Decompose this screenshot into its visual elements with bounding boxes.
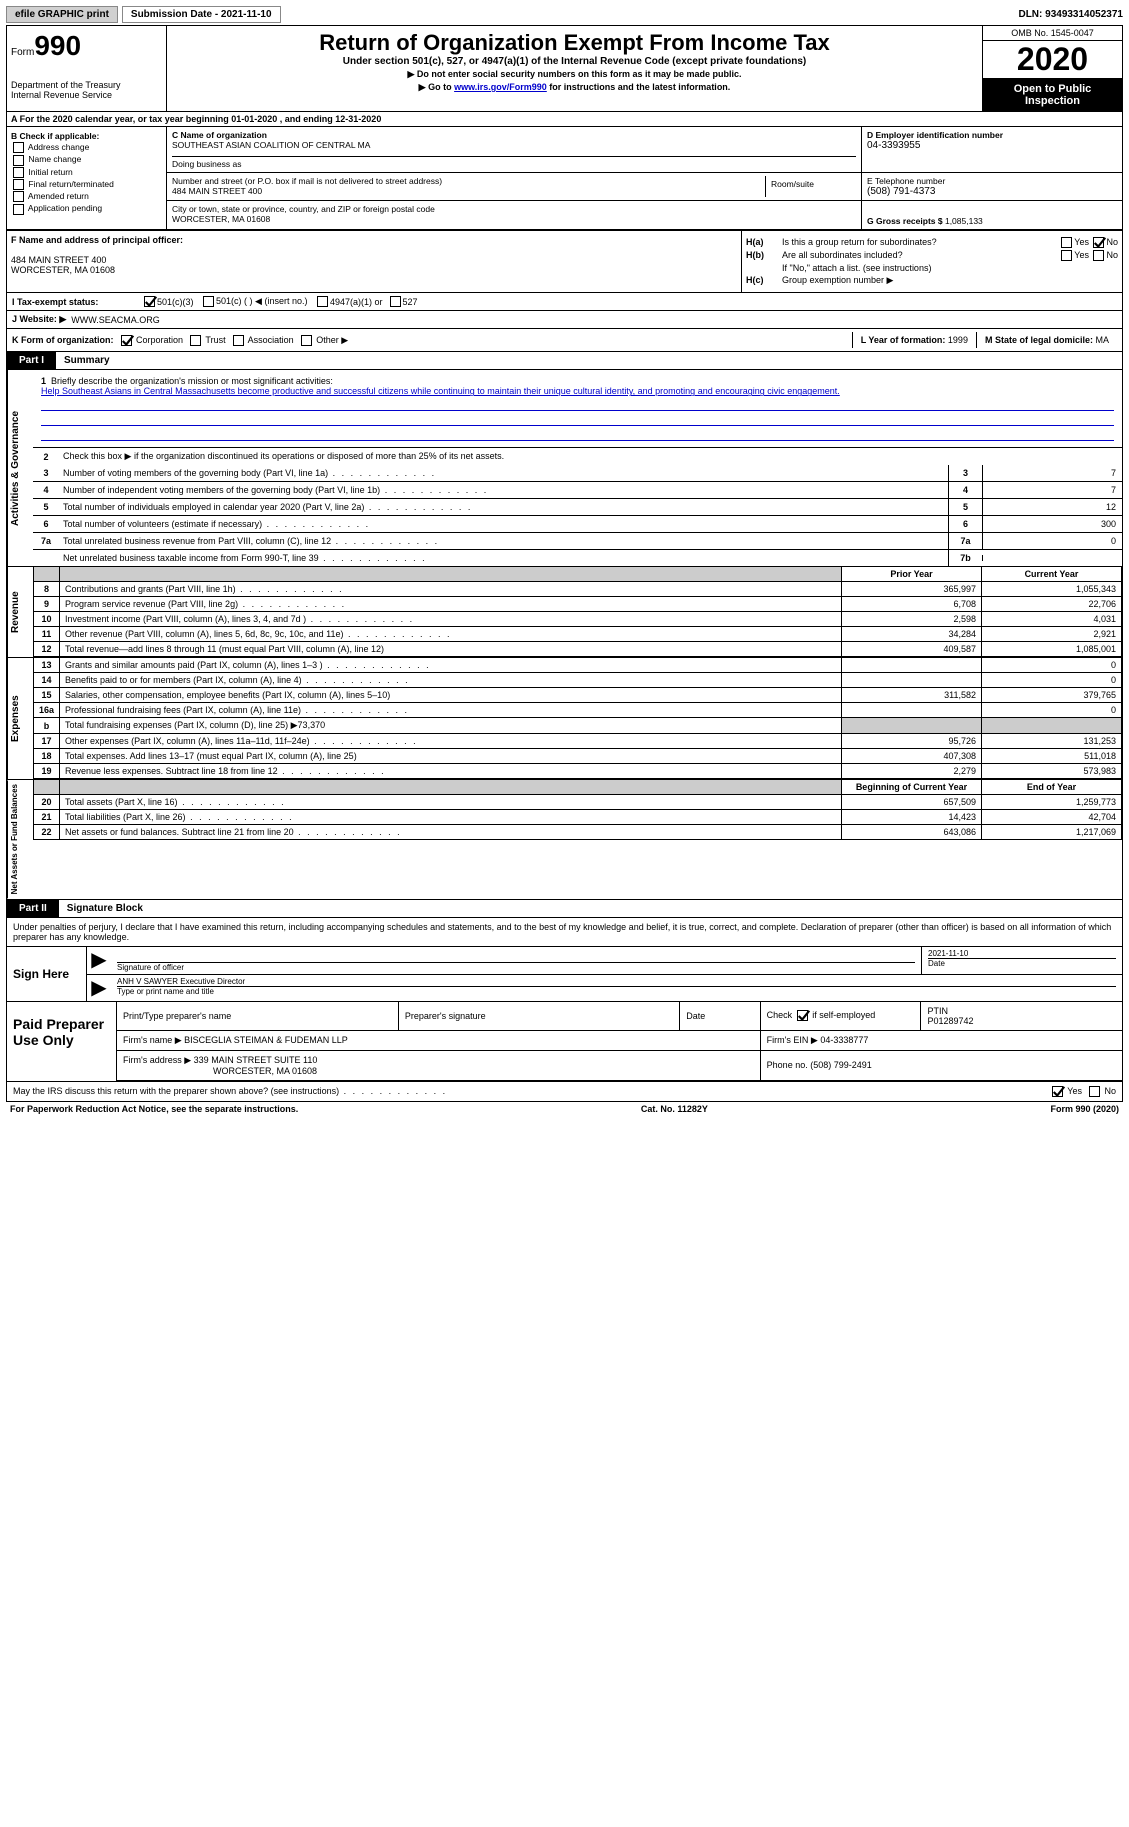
form-subtitle-1: Under section 501(c), 527, or 4947(a)(1)… bbox=[171, 56, 978, 67]
year-formation: 1999 bbox=[948, 335, 968, 345]
f-label: F Name and address of principal officer: bbox=[11, 235, 737, 245]
org-name: SOUTHEAST ASIAN COALITION OF CENTRAL MA bbox=[172, 140, 856, 150]
sig-intro: Under penalties of perjury, I declare th… bbox=[6, 918, 1123, 947]
sig-name: ANH V SAWYER Executive Director bbox=[117, 977, 1116, 987]
form-number: 990 bbox=[34, 30, 81, 61]
q2-text: Check this box ▶ if the organization dis… bbox=[59, 448, 1122, 465]
i-label: I Tax-exempt status: bbox=[12, 297, 142, 307]
netassets-table: Beginning of Current YearEnd of Year 20T… bbox=[33, 780, 1122, 840]
form-word: Form bbox=[11, 47, 34, 58]
part-2-title: Signature Block bbox=[59, 900, 151, 917]
j-label: J Website: ▶ bbox=[12, 314, 66, 325]
sig-officer-label: Signature of officer bbox=[117, 963, 915, 972]
line-3-val: 7 bbox=[982, 465, 1122, 481]
telephone: (508) 791-4373 bbox=[867, 186, 1117, 197]
sig-date-label: Date bbox=[928, 959, 1116, 968]
form-title: Return of Organization Exempt From Incom… bbox=[171, 30, 978, 56]
dln: DLN: 93493314052371 bbox=[1018, 9, 1123, 20]
row-a-period: A For the 2020 calendar year, or tax yea… bbox=[6, 111, 1123, 127]
c-name-label: C Name of organization bbox=[172, 130, 856, 140]
line-7a-val: 0 bbox=[982, 533, 1122, 549]
gross-label: G Gross receipts $ bbox=[867, 216, 943, 226]
firm-phone: (508) 799-2491 bbox=[810, 1060, 872, 1070]
line-6-val: 300 bbox=[982, 516, 1122, 532]
tel-label: E Telephone number bbox=[867, 176, 1117, 186]
part-1-title: Summary bbox=[56, 352, 118, 369]
line-7b-val bbox=[982, 555, 1122, 561]
revenue-table: Prior YearCurrent Year 8Contributions an… bbox=[33, 567, 1122, 657]
website: WWW.SEACMA.ORG bbox=[71, 315, 160, 325]
side-expenses: Expenses bbox=[7, 658, 33, 779]
sig-date: 2021-11-10 bbox=[928, 949, 1116, 959]
efile-print-button[interactable]: efile GRAPHIC print bbox=[6, 6, 118, 23]
part-2-tag: Part II bbox=[7, 900, 59, 917]
inspection-label: Open to Public Inspection bbox=[983, 79, 1122, 111]
hb-note: If "No," attach a list. (see instruction… bbox=[746, 263, 1118, 273]
prep-h3: Date bbox=[680, 1002, 760, 1031]
officer-addr-1: 484 MAIN STREET 400 bbox=[11, 255, 737, 265]
paid-preparer-label: Paid Preparer Use Only bbox=[7, 1002, 117, 1081]
ha-text: Is this a group return for subordinates? bbox=[782, 237, 1059, 247]
gross-receipts: 1,085,133 bbox=[945, 216, 983, 226]
dept-1: Department of the Treasury bbox=[11, 80, 162, 90]
tax-year: 2020 bbox=[983, 41, 1122, 79]
city-label: City or town, state or province, country… bbox=[172, 204, 856, 214]
footer-left: For Paperwork Reduction Act Notice, see … bbox=[10, 1104, 298, 1114]
ein: 04-3393955 bbox=[867, 140, 1117, 151]
omb-number: OMB No. 1545-0047 bbox=[983, 26, 1122, 41]
form-subtitle-3: ▶ Go to www.irs.gov/Form990 for instruct… bbox=[171, 82, 978, 93]
side-governance: Activities & Governance bbox=[7, 370, 33, 566]
sign-here-label: Sign Here bbox=[7, 947, 87, 1001]
expenses-table: 13Grants and similar amounts paid (Part … bbox=[33, 658, 1122, 779]
firm-ein: 04-3338777 bbox=[820, 1035, 868, 1045]
header: Form990 Department of the Treasury Inter… bbox=[6, 25, 1123, 111]
firm-name: BISCEGLIA STEIMAN & FUDEMAN LLP bbox=[184, 1035, 348, 1045]
room-label: Room/suite bbox=[766, 176, 856, 197]
hb-text: Are all subordinates included? bbox=[782, 250, 1059, 260]
k-label: K Form of organization: bbox=[12, 335, 114, 345]
sig-name-label: Type or print name and title bbox=[117, 987, 1116, 996]
firm-addr-2: WORCESTER, MA 01608 bbox=[123, 1066, 317, 1076]
prep-h1: Print/Type preparer's name bbox=[117, 1002, 398, 1031]
officer-addr-2: WORCESTER, MA 01608 bbox=[11, 265, 737, 275]
dept-2: Internal Revenue Service bbox=[11, 90, 162, 100]
mission-text: Help Southeast Asians in Central Massach… bbox=[41, 386, 840, 396]
footer-right: Form 990 (2020) bbox=[1050, 1104, 1119, 1114]
part-1-tag: Part I bbox=[7, 352, 56, 369]
ein-label: D Employer identification number bbox=[867, 130, 1117, 140]
footer-cat: Cat. No. 11282Y bbox=[641, 1104, 708, 1114]
hc-text: Group exemption number ▶ bbox=[782, 275, 1118, 286]
firm-addr-1: 339 MAIN STREET SUITE 110 bbox=[194, 1055, 318, 1065]
line-4-val: 7 bbox=[982, 482, 1122, 498]
side-revenue: Revenue bbox=[7, 567, 33, 657]
ptin: P01289742 bbox=[927, 1016, 1116, 1026]
street-label: Number and street (or P.O. box if mail i… bbox=[172, 176, 765, 186]
prep-h2: Preparer's signature bbox=[398, 1002, 679, 1031]
submission-date: Submission Date - 2021-11-10 bbox=[122, 6, 281, 23]
q1-label: Briefly describe the organization's miss… bbox=[51, 376, 333, 386]
side-netassets: Net Assets or Fund Balances bbox=[7, 780, 33, 898]
discuss-text: May the IRS discuss this return with the… bbox=[13, 1086, 447, 1097]
dba-label: Doing business as bbox=[172, 156, 856, 169]
form-subtitle-2: ▶ Do not enter social security numbers o… bbox=[171, 69, 978, 80]
irs-link[interactable]: www.irs.gov/Form990 bbox=[454, 82, 547, 92]
line-5-val: 12 bbox=[982, 499, 1122, 515]
street: 484 MAIN STREET 400 bbox=[172, 186, 765, 196]
state-domicile: MA bbox=[1096, 335, 1110, 345]
col-b-checks: B Check if applicable: Address change Na… bbox=[7, 127, 167, 229]
city: WORCESTER, MA 01608 bbox=[172, 214, 856, 224]
top-bar: efile GRAPHIC print Submission Date - 20… bbox=[6, 6, 1123, 23]
